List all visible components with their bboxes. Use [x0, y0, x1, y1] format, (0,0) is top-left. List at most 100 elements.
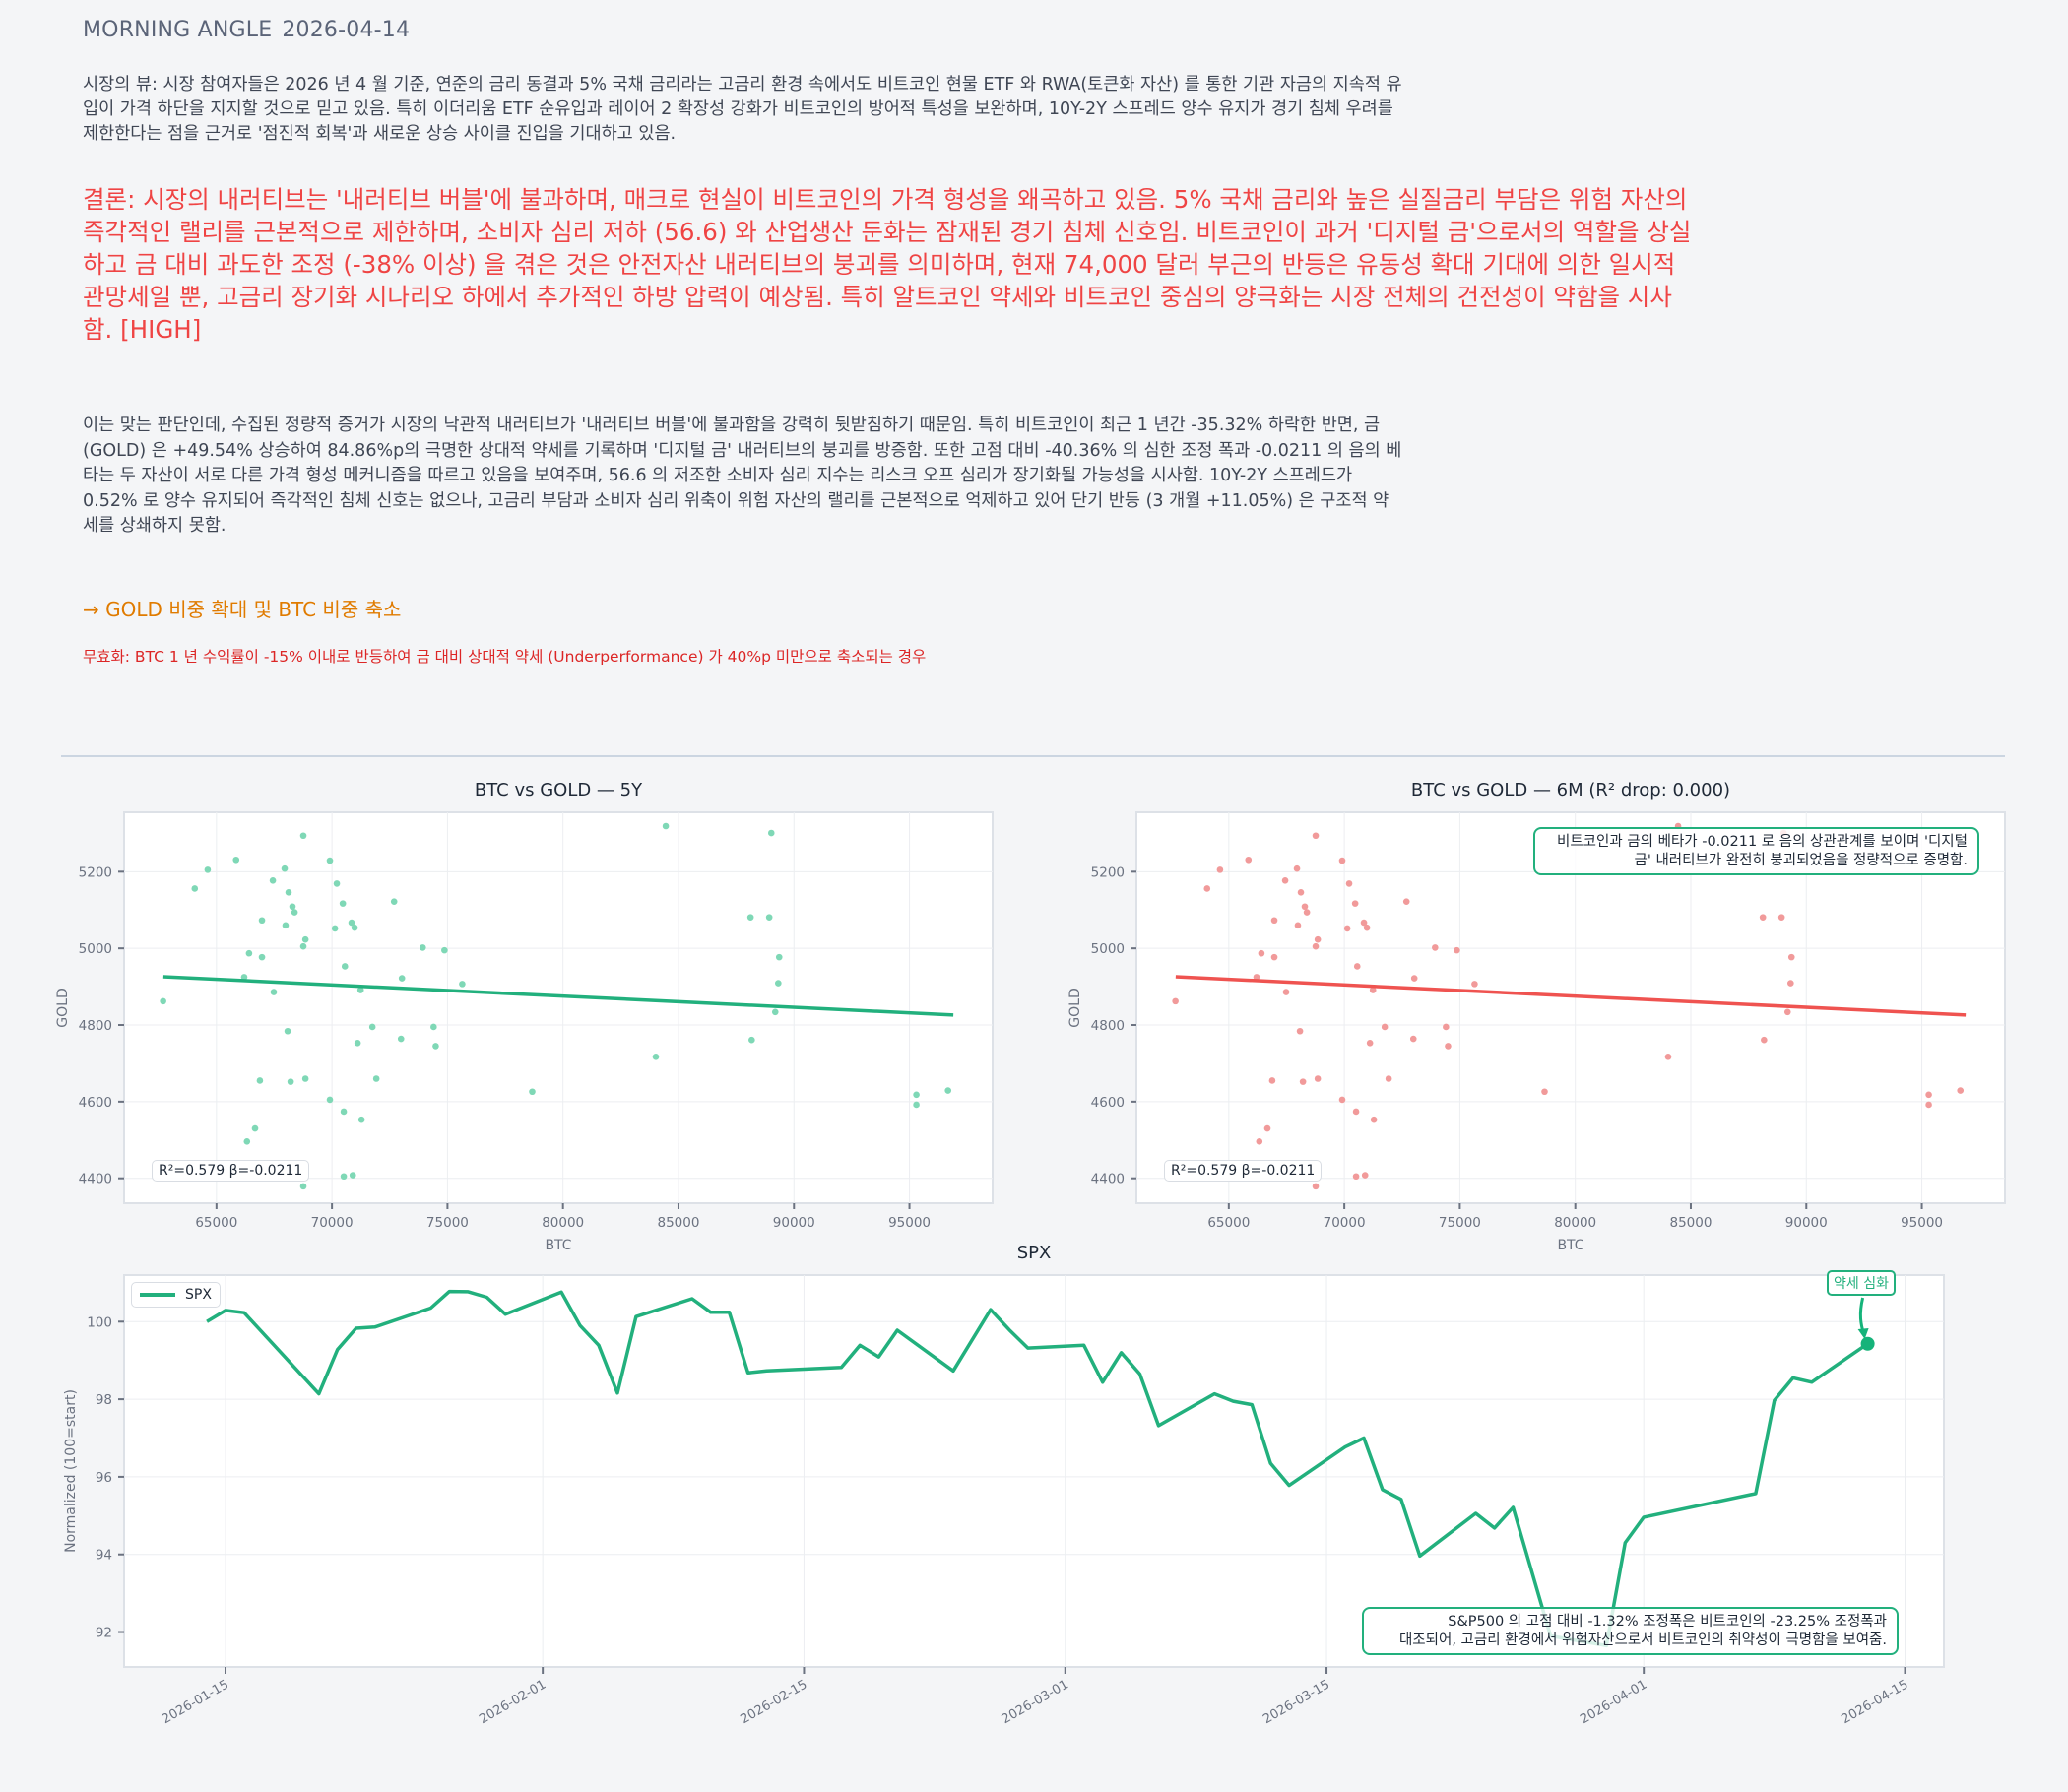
scatter-point — [282, 922, 290, 929]
scatter-point — [351, 924, 358, 931]
scatter-point — [1312, 1183, 1320, 1190]
spx-annotation: S&P500 의 고점 대비 -1.32% 조정폭은 비트코인의 -23.25%… — [1362, 1607, 1899, 1655]
scatter-point — [256, 1077, 264, 1084]
scatter-point — [398, 975, 406, 982]
scatter-point — [1925, 1101, 1932, 1109]
scatter-point — [269, 876, 277, 884]
svg-text:70000: 70000 — [1324, 1215, 1366, 1231]
scatter-point — [1443, 1023, 1450, 1031]
scatter-point — [284, 1027, 291, 1035]
svg-text:90000: 90000 — [1785, 1215, 1828, 1231]
scatter-point — [1385, 1075, 1392, 1082]
scatter-point — [356, 987, 364, 993]
scatter-point — [771, 1008, 779, 1016]
scatter-point — [331, 925, 339, 932]
scatter-point — [1268, 1077, 1276, 1084]
scatter-point — [765, 914, 773, 921]
scatter-point — [258, 953, 266, 961]
scatter-point — [1445, 1043, 1452, 1050]
scatter-point — [204, 866, 212, 873]
market-view-paragraph: 시장의 뷰: 시장 참여자들은 2026 년 4 월 기준, 연준의 금리 동결… — [83, 75, 1402, 144]
scatter-point — [1172, 997, 1179, 1005]
scatter-point — [1361, 1172, 1369, 1179]
svg-text:2026-04-01: 2026-04-01 — [1578, 1677, 1649, 1727]
beta-annotation-line-1: 비트코인과 금의 베타가 -0.0211 로 음의 상관관계를 보이며 '디지털 — [1557, 834, 1968, 850]
scatter-point — [368, 1023, 376, 1031]
scatter-point — [372, 1075, 380, 1082]
scatter-point — [913, 1101, 920, 1109]
scatter-point — [1256, 1138, 1263, 1145]
scatter-point — [299, 942, 307, 950]
scatter-point — [1296, 1027, 1304, 1035]
svg-text:2026-04-15: 2026-04-15 — [1840, 1677, 1911, 1727]
scatter-point — [299, 1183, 307, 1190]
scatter-point — [1293, 864, 1301, 872]
action-recommendation: → GOLD 비중 확대 및 BTC 비중 축소 — [83, 598, 402, 621]
invalidation-condition: 무효화: BTC 1 년 수익률이 -15% 이내로 반등하여 금 대비 상대적… — [83, 648, 927, 666]
regression-line — [1175, 975, 1967, 1017]
scatter-point — [1343, 925, 1351, 932]
scatter-point — [326, 1096, 334, 1104]
scatter-point — [1777, 914, 1785, 921]
scatter-point — [1761, 1036, 1768, 1044]
svg-text:94: 94 — [96, 1548, 112, 1564]
scatter-point — [746, 914, 754, 921]
spx-legend-label: SPX — [185, 1287, 212, 1303]
scatter-point — [270, 989, 278, 995]
scatter-point — [240, 974, 248, 981]
svg-text:90000: 90000 — [773, 1215, 815, 1231]
scatter-point — [1253, 974, 1260, 981]
svg-text:4600: 4600 — [79, 1095, 112, 1111]
scatter-point — [340, 1173, 348, 1181]
scatter-point — [1360, 919, 1368, 927]
chart-title: BTC vs GOLD — 6M (R² drop: 0.000) — [1411, 780, 1730, 800]
scatter-point — [1471, 981, 1478, 988]
scatter-point — [1454, 946, 1460, 954]
svg-text:65000: 65000 — [1207, 1215, 1250, 1231]
scatter-point — [291, 909, 298, 916]
scatter-point — [529, 1088, 536, 1096]
beta-annotation-line-2: 금' 내러티브가 완전히 붕괴되었음을 정량적으로 증명함. — [1634, 853, 1968, 868]
scatter-point — [1312, 942, 1320, 950]
svg-text:4400: 4400 — [1091, 1172, 1125, 1187]
scatter-point — [333, 880, 341, 887]
scatter-point — [775, 953, 783, 961]
spx-annotation-line-1: S&P500 의 고점 대비 -1.32% 조정폭은 비트코인의 -23.25%… — [1448, 1614, 1887, 1630]
svg-text:2026-03-01: 2026-03-01 — [1000, 1677, 1071, 1727]
scatter-point — [1282, 989, 1290, 995]
scatter-point — [341, 963, 349, 970]
scatter-point — [232, 856, 240, 864]
y-axis-label: GOLD — [1067, 988, 1083, 1027]
scatter-point — [1312, 832, 1320, 840]
scatter-chart-6m: BTC vs GOLD — 6M (R² drop: 0.000) 65000 70… — [1067, 780, 2006, 1253]
scatter-chart-5y: BTC vs GOLD — 5Y 65000 70000 75000 80000 8500… — [55, 780, 994, 1253]
scatter-point — [430, 1023, 437, 1031]
scatter-point — [1363, 924, 1371, 931]
evidence-paragraph: 이는 맞는 판단인데, 수집된 정량적 증거가 시장의 낙관적 내러티브가 '내… — [83, 416, 1402, 536]
scatter-point — [357, 1116, 365, 1123]
scatter-point — [160, 997, 166, 1005]
svg-text:4600: 4600 — [1091, 1095, 1125, 1111]
y-axis-label: Normalized (100=start) — [63, 1389, 79, 1553]
scatter-point — [1270, 953, 1278, 961]
scatter-point — [1410, 975, 1418, 982]
scatter-point — [1294, 922, 1302, 929]
report-date: 2026-04-14 — [282, 18, 411, 42]
scatter-point — [258, 917, 266, 925]
svg-text:5200: 5200 — [79, 864, 112, 880]
scatter-point — [285, 889, 292, 896]
scatter-point — [1303, 909, 1311, 916]
scatter-point — [775, 980, 782, 987]
scatter-point — [348, 919, 355, 927]
stat-label-5y: R²=0.579 β=-0.0211 — [152, 1160, 310, 1182]
spx-legend: SPX — [131, 1282, 221, 1308]
svg-text:95000: 95000 — [888, 1215, 931, 1231]
report-title: MORNING ANGLE 2026-04-14 — [83, 18, 410, 42]
scatter-point — [289, 903, 296, 911]
scatter-point — [1759, 914, 1767, 921]
svg-text:2026-03-15: 2026-03-15 — [1260, 1677, 1332, 1727]
scatter-point — [1409, 1035, 1417, 1043]
scatter-point — [390, 898, 398, 905]
scatter-point — [1352, 1173, 1360, 1181]
